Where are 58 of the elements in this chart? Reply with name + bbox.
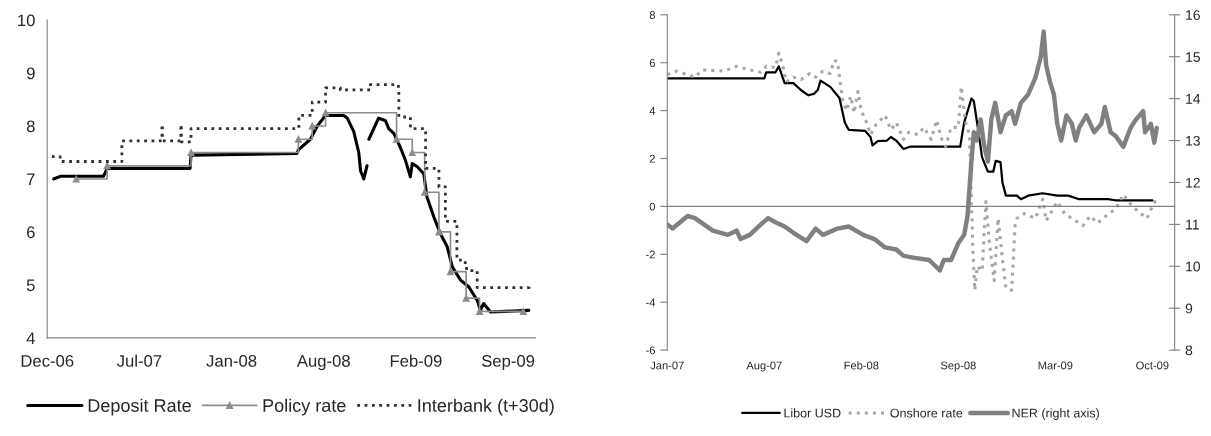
point — [322, 109, 330, 117]
y-tick-label: 6 — [649, 58, 655, 67]
y-tick-label: 5 — [26, 279, 35, 292]
point — [308, 122, 316, 130]
point — [435, 228, 443, 236]
x-tick-label: Sep-09 — [481, 355, 535, 371]
point — [446, 268, 454, 276]
x-tick-label: Jan-08 — [206, 355, 257, 367]
point — [519, 307, 527, 315]
y-tick-label: 7 — [27, 173, 35, 186]
point — [103, 162, 111, 170]
y2-tick-label: 10 — [1186, 261, 1200, 272]
y2-tick-label: 16 — [1186, 10, 1200, 20]
y-tick-label: -4 — [646, 298, 656, 307]
point — [294, 135, 302, 143]
y-tick-label: 8 — [26, 120, 35, 133]
legend-label: Libor USD — [784, 408, 841, 418]
x-tick-label: Mar-09 — [1038, 361, 1073, 370]
point — [462, 294, 470, 302]
x-tick-label: Aug-07 — [746, 361, 782, 372]
y-tick-label: 4 — [649, 107, 656, 115]
x-tick-label: Feb-08 — [844, 361, 879, 370]
y-tick-label: -6 — [646, 346, 655, 355]
x-tick-label: Jan-07 — [650, 361, 684, 370]
x-tick-label: Oct-09 — [1136, 361, 1169, 370]
y-tick-label: 8 — [649, 11, 655, 19]
line-series — [667, 51, 1158, 292]
legend-label: Deposit Rate — [88, 398, 191, 416]
y2-tick-label: 11 — [1186, 219, 1199, 230]
y2-tick-label: 13 — [1186, 135, 1200, 146]
x-tick-label: Jul-07 — [116, 354, 162, 367]
y2-tick-label: 15 — [1186, 52, 1200, 62]
y2-tick-label: 14 — [1186, 94, 1201, 104]
y-tick-label: 6 — [27, 226, 35, 239]
legend-label: NER (right axis) — [1012, 408, 1099, 420]
y2-tick-label: 9 — [1185, 303, 1193, 314]
x-tick-label: Dec-06 — [21, 355, 74, 367]
line-series — [667, 65, 1154, 202]
y-tick-label: 9 — [26, 67, 35, 80]
legend-label: Interbank (t+30d) — [418, 398, 554, 416]
y-tick-label: -2 — [646, 250, 655, 259]
y-tick-label: 10 — [18, 14, 35, 27]
point — [408, 149, 416, 156]
point — [476, 307, 483, 315]
point — [421, 188, 429, 196]
y-tick-label: 0 — [649, 202, 656, 211]
x-tick-label: Aug-08 — [296, 355, 350, 371]
point — [187, 149, 195, 156]
y2-tick-label: 12 — [1186, 177, 1200, 188]
point — [393, 135, 401, 143]
point — [72, 175, 80, 183]
y2-tick-label: 8 — [1185, 345, 1193, 356]
y-tick-label: 2 — [649, 154, 655, 163]
x-tick-label: Feb-09 — [390, 354, 442, 367]
legend-label: Onshore rate — [890, 408, 963, 418]
x-tick-label: Sep-08 — [940, 361, 976, 372]
legend-label: Policy rate — [263, 398, 346, 416]
y-tick-label: 4 — [26, 332, 35, 344]
